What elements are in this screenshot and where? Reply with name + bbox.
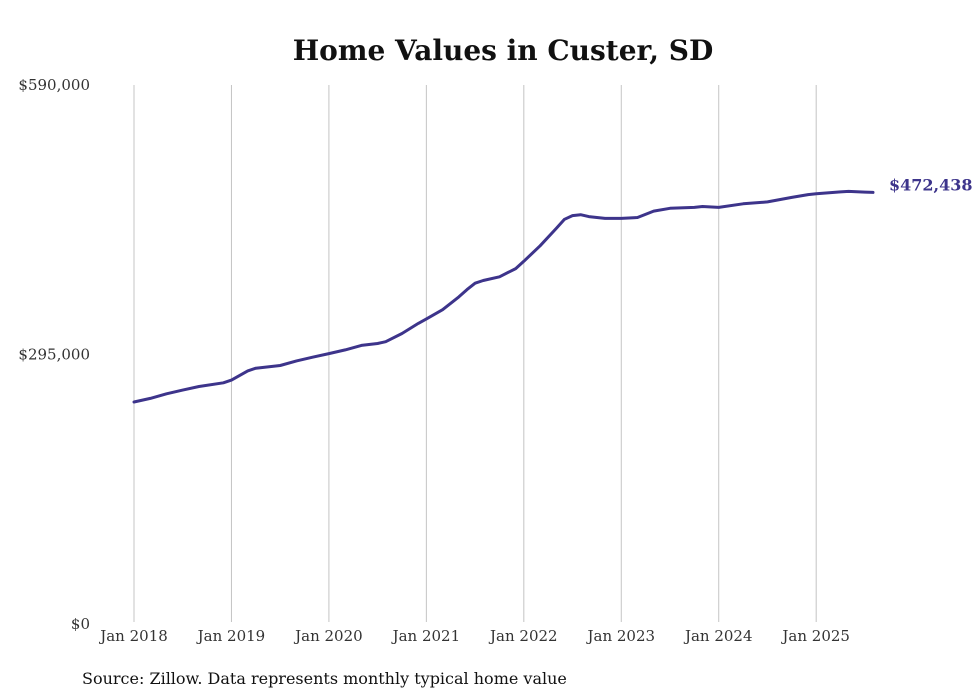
- source-note: Source: Zillow. Data represents monthly …: [82, 669, 567, 688]
- y-tick-label: $590,000: [18, 76, 90, 94]
- gridlines: [133, 85, 817, 622]
- series-layer: $472,438: [132, 175, 973, 404]
- x-tick-label: Jan 2019: [196, 627, 266, 645]
- x-tick-label: Jan 2024: [683, 627, 753, 645]
- x-axis: Jan 2018 Jan 2019 Jan 2020 Jan 2021 Jan 2022…: [98, 627, 850, 645]
- x-tick-label: Jan 2025: [780, 627, 850, 645]
- series-line: [132, 189, 875, 404]
- y-tick-label: $0: [71, 615, 90, 633]
- y-axis: $0 $295,000 $590,000: [18, 76, 90, 633]
- x-tick-label: Jan 2020: [293, 627, 363, 645]
- end-value-label: $472,438: [889, 175, 973, 194]
- x-tick-label: Jan 2023: [585, 627, 655, 645]
- x-tick-label: Jan 2021: [391, 627, 461, 645]
- chart-title: Home Values in Custer, SD: [293, 34, 714, 67]
- x-tick-label: Jan 2018: [98, 627, 168, 645]
- x-tick-label: Jan 2022: [488, 627, 558, 645]
- y-tick-label: $295,000: [18, 346, 90, 364]
